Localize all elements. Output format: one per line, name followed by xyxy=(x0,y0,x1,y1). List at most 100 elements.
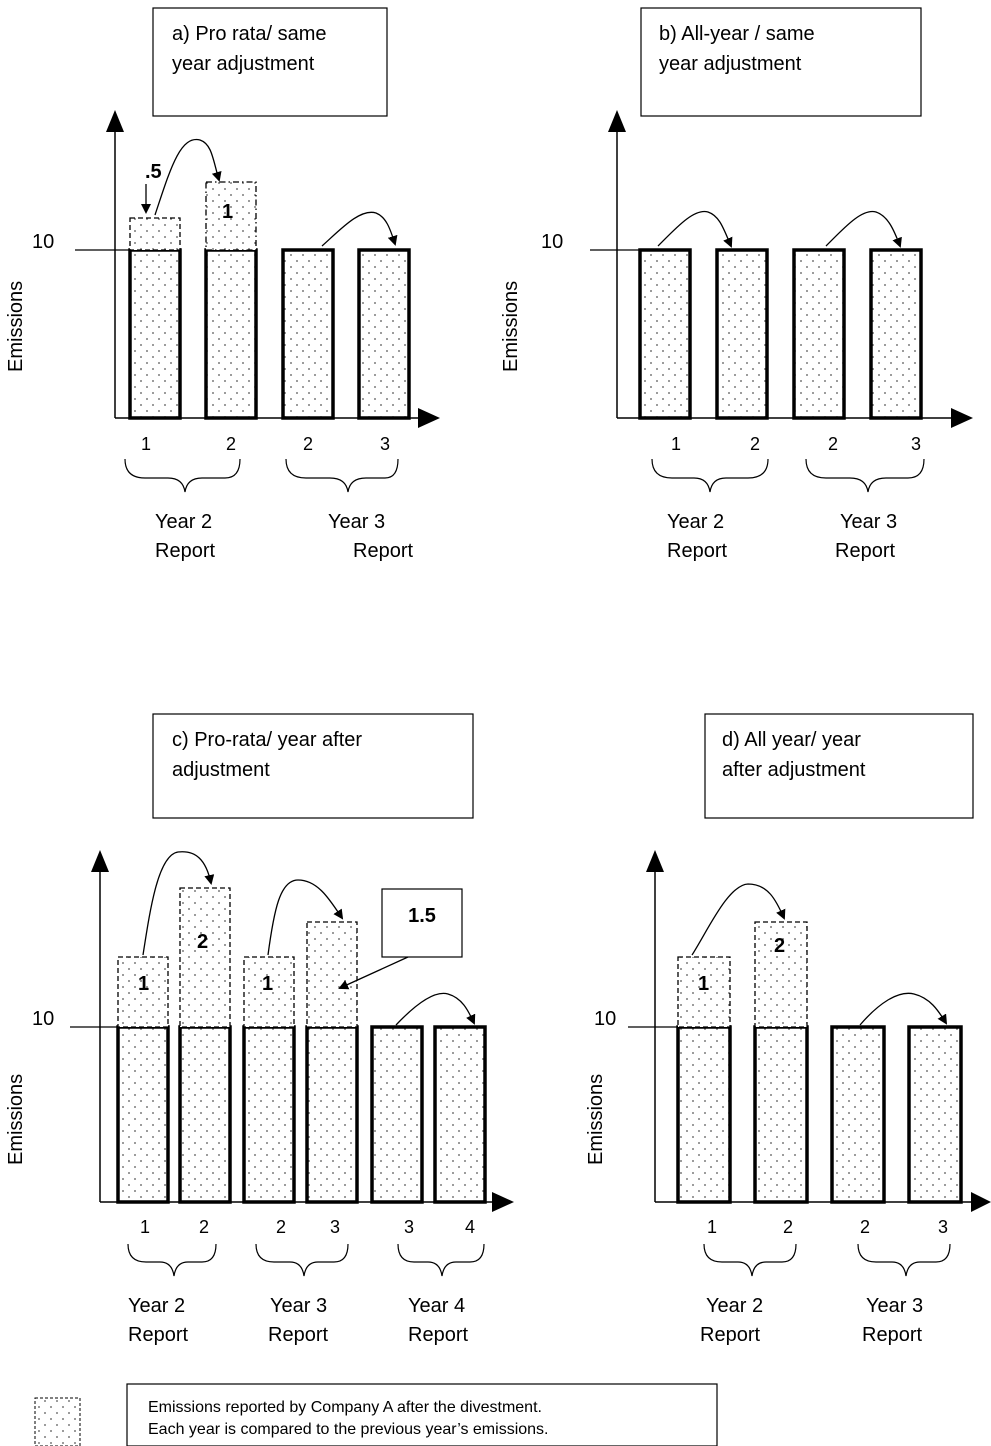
panel-d-bar-1 xyxy=(676,1025,732,1204)
panel-d-ext-label-2: 2 xyxy=(774,935,785,957)
panel-c-ext-label-1: 1 xyxy=(138,973,149,995)
panel-c-brace-3 xyxy=(397,1243,485,1277)
legend-line1: Emissions reported by Company A after th… xyxy=(148,1399,542,1416)
panel-a-brace-1 xyxy=(124,458,241,493)
panel-a-group-2-line1: Year 3 xyxy=(328,511,385,533)
panel-d-ref-value: 10 xyxy=(594,1008,616,1030)
panel-c-group-1-line1: Year 2 xyxy=(128,1295,185,1317)
panel-c-bar-2 xyxy=(178,1025,232,1204)
panel-a-ref-value: 10 xyxy=(32,231,54,253)
panel-d-group-2-line2: Report xyxy=(862,1324,922,1346)
panel-d-title-line1: d) All year/ year xyxy=(722,729,861,751)
panel-c-carry-arrow-3 xyxy=(395,992,476,1026)
panel-a-title-box xyxy=(152,7,388,117)
panel-d-tick-2: 2 xyxy=(783,1217,793,1237)
panel-c-tick-6: 4 xyxy=(465,1217,475,1237)
panel-c-callout-arrow xyxy=(338,956,409,990)
panel-a-tick-1: 1 xyxy=(141,434,151,454)
panel-a-brace-2 xyxy=(285,458,399,493)
panel-c-tick-4: 3 xyxy=(330,1217,340,1237)
panel-a-group-1-line1: Year 2 xyxy=(155,511,212,533)
panel-c-group-2-line1: Year 3 xyxy=(270,1295,327,1317)
panel-a-group-2-line2: Report xyxy=(353,540,413,562)
panel-b-bar-3 xyxy=(792,248,846,420)
panel-a-bar-4 xyxy=(357,248,411,420)
panel-d-brace-1 xyxy=(703,1243,797,1277)
panel-d-tick-1: 1 xyxy=(707,1217,717,1237)
panel-c-callout-label: 1.5 xyxy=(408,905,436,927)
panel-a: a) Pro rata/ same year adjustment 10 Emi… xyxy=(5,7,440,562)
panel-b-ref-value: 10 xyxy=(541,231,563,253)
panel-c-brace-1 xyxy=(127,1243,217,1277)
panel-d-group-1-line1: Year 2 xyxy=(706,1295,763,1317)
panel-c-bar-5 xyxy=(370,1025,424,1204)
panel-c-carry-arrow-2 xyxy=(267,879,344,956)
panel-a-ext-1 xyxy=(129,217,181,251)
panel-c-callout-box xyxy=(381,888,463,958)
panel-b-bar-4 xyxy=(869,248,923,420)
panel-c-group-3-line2: Report xyxy=(408,1324,468,1346)
panel-a-tick-2: 2 xyxy=(226,434,236,454)
panel-d-carry-arrow-1 xyxy=(691,883,786,956)
panel-c-bar-4 xyxy=(305,1025,359,1204)
panel-c-title-line1: c) Pro-rata/ year after xyxy=(172,729,362,751)
panel-d-brace-2 xyxy=(857,1243,951,1277)
panel-b-brace-1 xyxy=(651,458,769,493)
panel-a-tick-4: 3 xyxy=(380,434,390,454)
panel-a-title-line1: a) Pro rata/ same xyxy=(172,23,327,45)
panel-d-ext-1 xyxy=(677,956,731,1028)
panel-c-tick-3: 2 xyxy=(276,1217,286,1237)
legend-line2: Each year is compared to the previous ye… xyxy=(148,1421,548,1438)
panel-c-ref-value: 10 xyxy=(32,1008,54,1030)
panel-a-title-line2: year adjustment xyxy=(172,53,315,75)
panel-c: c) Pro-rata/ year after adjustment 10 Em… xyxy=(5,713,514,1346)
panel-b-x-arrowhead xyxy=(951,408,973,428)
panel-c-tick-1: 1 xyxy=(140,1217,150,1237)
panel-d: d) All year/ year after adjustment 10 Em… xyxy=(585,713,991,1346)
legend: Emissions reported by Company A after th… xyxy=(34,1383,718,1446)
panel-a-bar-2 xyxy=(204,248,258,420)
panel-b-tick-1: 1 xyxy=(671,434,681,454)
panel-d-tick-4: 3 xyxy=(938,1217,948,1237)
panel-c-ext-3 xyxy=(243,956,295,1028)
panel-c-group-2-line2: Report xyxy=(268,1324,328,1346)
panel-c-group-1-line2: Report xyxy=(128,1324,188,1346)
panel-a-ext-label-1: .5 xyxy=(145,161,162,183)
panel-c-carry-arrow-1 xyxy=(142,851,215,956)
panel-a-x-arrowhead xyxy=(418,408,440,428)
panel-c-y-arrowhead xyxy=(91,850,109,872)
panel-b-carry-arrow-2 xyxy=(825,210,902,248)
panel-d-group-2-line1: Year 3 xyxy=(866,1295,923,1317)
panel-c-ext-label-3: 1 xyxy=(262,973,273,995)
panel-b-group-1-line1: Year 2 xyxy=(667,511,724,533)
panel-d-x-arrowhead xyxy=(971,1192,991,1212)
panel-c-bar-6 xyxy=(433,1025,487,1204)
legend-text-box xyxy=(126,1383,718,1446)
panel-d-ylabel: Emissions xyxy=(585,1074,607,1165)
panel-b-carry-arrow-1 xyxy=(657,210,733,248)
panel-b-title-box xyxy=(640,7,922,117)
panel-b-tick-3: 2 xyxy=(828,434,838,454)
panel-b: b) All-year / same year adjustment 10 Em… xyxy=(500,7,973,562)
panel-d-bar-3 xyxy=(830,1025,886,1204)
panel-d-tick-3: 2 xyxy=(860,1217,870,1237)
panel-a-tick-3: 2 xyxy=(303,434,313,454)
panel-c-tick-2: 2 xyxy=(199,1217,209,1237)
panel-b-tick-2: 2 xyxy=(750,434,760,454)
panel-d-group-1-line2: Report xyxy=(700,1324,760,1346)
panel-b-bar-1 xyxy=(638,248,692,420)
panel-a-carry-arrow-1 xyxy=(154,138,222,216)
panel-d-carry-arrow-2 xyxy=(859,992,948,1026)
panel-a-y-arrowhead xyxy=(106,110,124,132)
panel-d-ext-label-1: 1 xyxy=(698,973,709,995)
panel-d-title-box xyxy=(704,713,974,819)
panel-c-title-line2: adjustment xyxy=(172,759,270,781)
panel-c-ylabel: Emissions xyxy=(5,1074,27,1165)
panel-d-title-line2: after adjustment xyxy=(722,759,866,781)
panel-b-brace-2 xyxy=(805,458,925,493)
panel-a-carry-arrow-2 xyxy=(321,211,398,247)
panel-c-x-arrowhead xyxy=(492,1192,514,1212)
panel-a-ext-2 xyxy=(205,181,257,251)
panel-a-bar-3 xyxy=(281,248,335,420)
